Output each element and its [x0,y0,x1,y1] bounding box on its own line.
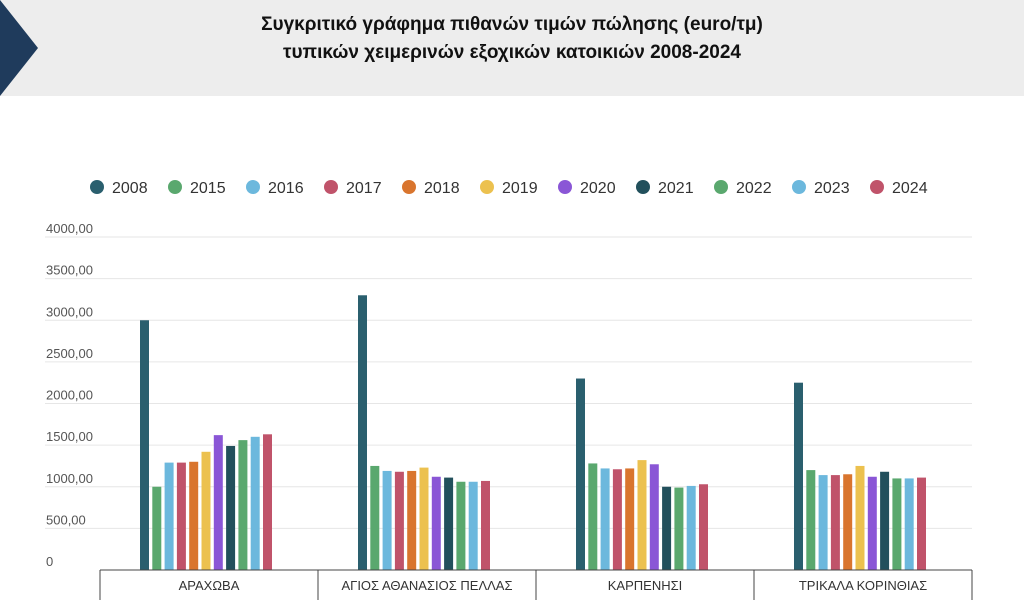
legend-marker-2021 [636,180,650,194]
legend-label-2024: 2024 [892,180,928,197]
legend-marker-2020 [558,180,572,194]
bar-2018 [407,470,417,570]
arrow-accent-icon [0,0,38,96]
bar-2016 [382,470,392,570]
bar-2018 [189,461,199,570]
chart-bars [140,295,926,570]
bar-2023 [686,485,696,570]
legend-label-2019: 2019 [502,180,538,197]
bar-2024 [699,484,708,570]
bar-2017 [176,462,186,570]
legend-marker-2008 [90,180,104,194]
x-category-label: ΑΡΑΧΩΒΑ [179,578,240,593]
bar-2018 [625,468,635,570]
y-tick-label: 1000,00 [46,471,93,486]
bar-2024 [263,434,272,570]
bar-2016 [164,462,174,570]
legend-label-2008: 2008 [112,180,148,197]
y-tick-label: 500,00 [46,512,86,527]
bar-2018 [843,474,853,570]
bar-2023 [468,481,478,570]
bar-2015 [588,463,598,570]
bar-2016 [600,468,610,570]
x-category-label: ΚΑΡΠΕΝΗΣΙ [608,578,683,593]
bar-2022 [674,487,684,570]
bar-2021 [226,445,236,570]
bar-2024 [917,477,926,570]
y-tick-label: 2000,00 [46,388,93,403]
y-tick-label: 4000,00 [46,221,93,236]
bar-2008 [576,378,585,570]
legend-marker-2024 [870,180,884,194]
bar-2019 [201,451,211,570]
bar-2020 [431,476,441,570]
bar-2008 [358,295,367,570]
legend-marker-2015 [168,180,182,194]
y-tick-label: 3500,00 [46,263,93,278]
bar-2020 [213,435,223,570]
bar-2020 [867,476,877,570]
chart-title-line-1: Συγκριτικό γράφημα πιθανών τιμών πώλησης… [261,14,763,35]
bar-2017 [612,469,622,570]
legend-label-2015: 2015 [190,180,226,197]
bar-2015 [370,465,380,570]
bar-2023 [250,436,260,570]
bar-2016 [818,475,828,570]
bar-2023 [904,478,914,570]
bar-2008 [794,382,803,570]
legend-label-2021: 2021 [658,180,694,197]
bar-2024 [481,480,490,570]
bar-2017 [830,475,840,570]
y-tick-label: 2500,00 [46,346,93,361]
bar-2022 [238,440,248,570]
x-category-label: ΤΡΙΚΑΛΑ ΚΟΡΙΝΘΙΑΣ [799,578,927,593]
legend-marker-2016 [246,180,260,194]
chart-legend: 2008 2015 2016 2017 2018 2019 2020 2021 2022 2023… [90,180,928,197]
bar-2019 [855,465,865,570]
x-axis: ΑΡΑΧΩΒΑ ΑΓΙΟΣ ΑΘΑΝΑΣΙΟΣ ΠΕΛΛΑΣ ΚΑΡΠΕΝΗΣΙ ΤΡ… [99,569,973,600]
y-tick-label: 3000,00 [46,304,93,319]
bar-2019 [419,467,429,570]
bar-2021 [662,486,672,570]
x-category-label: ΑΓΙΟΣ ΑΘΑΝΑΣΙΟΣ ΠΕΛΛΑΣ [341,578,512,593]
chart-title-line-2: τυπικών χειμερινών εξοχικών κατοικιών 20… [283,42,741,63]
y-axis-tick-labels: 0 500,00 1000,00 1500,00 2000,00 2500,00 3000,… [46,221,93,569]
y-tick-label: 1500,00 [46,429,93,444]
legend-label-2018: 2018 [424,180,460,197]
legend-label-2017: 2017 [346,180,382,197]
bar-2021 [444,477,454,570]
bar-2020 [649,464,659,570]
legend-marker-2017 [324,180,338,194]
legend-marker-2018 [402,180,416,194]
y-tick-label: 0 [46,554,53,569]
legend-marker-2022 [714,180,728,194]
bar-2015 [806,470,816,570]
bar-2017 [394,471,404,570]
legend-marker-2019 [480,180,494,194]
legend-label-2020: 2020 [580,180,616,197]
legend-marker-2023 [792,180,806,194]
bar-2022 [456,481,466,570]
bar-2019 [637,460,647,570]
chart-gridlines [45,236,972,529]
bar-2015 [152,486,162,570]
bar-2021 [880,471,890,570]
legend-label-2022: 2022 [736,180,772,197]
bar-2008 [140,320,149,570]
title-banner [0,0,1024,96]
legend-label-2016: 2016 [268,180,304,197]
bar-2022 [892,478,902,570]
legend-label-2023: 2023 [814,180,850,197]
